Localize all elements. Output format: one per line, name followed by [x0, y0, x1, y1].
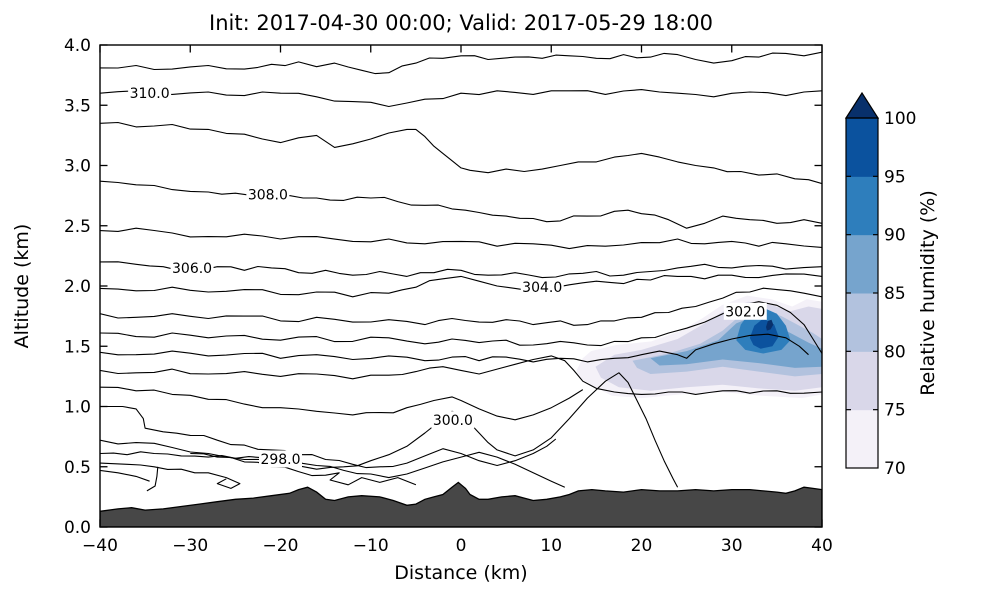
- colorbar-segment: [846, 409, 878, 469]
- contour-label: 300.0: [433, 413, 473, 429]
- x-tick-label: −30: [172, 536, 208, 556]
- x-tick-label: 40: [811, 536, 833, 556]
- colorbar-tick-label: 95: [884, 167, 906, 187]
- humidity-fill-layer: [576, 295, 822, 399]
- contour-label: 304.0: [522, 280, 562, 296]
- contour-line: [100, 273, 822, 298]
- y-tick-label: 0.5: [64, 458, 91, 478]
- colorbar-tick-label: 80: [884, 342, 906, 362]
- contour-label-bg: [431, 411, 475, 429]
- x-axis-label: Distance (km): [394, 562, 527, 584]
- x-tick-label: −40: [82, 536, 118, 556]
- y-tick-label: 0.0: [64, 518, 91, 538]
- contour-label-layer: 310.0 308.0 306.0 304.0 302.0 300.0 298.0: [128, 84, 767, 468]
- contour-line: [100, 89, 822, 108]
- terrain-layer: [100, 481, 822, 527]
- terrain: [100, 481, 822, 527]
- contour-line: [100, 469, 150, 482]
- contour-line: [100, 227, 822, 250]
- y-tick-label: 1.5: [64, 337, 91, 357]
- contour-line: [146, 466, 159, 492]
- colorbar-segment: [846, 293, 878, 352]
- contour-label: 302.0: [725, 304, 765, 320]
- plot-title: Init: 2017-04-30 00:00; Valid: 2017-05-2…: [209, 11, 713, 35]
- contour-line: [100, 386, 584, 421]
- colorbar-tick-label: 85: [884, 284, 906, 304]
- colorbar-tick-label: 70: [884, 459, 906, 479]
- x-tick-label: 0: [456, 536, 467, 556]
- contour-label: 306.0: [172, 261, 212, 277]
- contour-label-bg: [259, 450, 302, 468]
- contour-line: [100, 121, 822, 185]
- contour-line: [100, 51, 822, 75]
- contour-label-bg: [520, 278, 564, 296]
- y-tick-label: 1.0: [64, 398, 91, 418]
- x-tick-label: −10: [353, 536, 389, 556]
- colorbar-segment: [846, 234, 878, 294]
- contour-line: [100, 355, 822, 395]
- contour-line-layer: [100, 51, 822, 492]
- colorbar-segment: [846, 118, 878, 177]
- contour-label-bg: [723, 302, 767, 320]
- y-tick-label: 2.0: [64, 277, 91, 297]
- y-tick-label: 3.5: [64, 96, 91, 116]
- contour-line: [100, 261, 822, 279]
- y-axis-label: Altitude (km): [11, 224, 33, 349]
- colorbar-segment: [846, 176, 878, 236]
- contour-label-bg: [128, 84, 172, 102]
- colorbar: 70 75 80 85 90 95 100: [844, 91, 916, 479]
- plot-spine: [99, 44, 823, 528]
- contour-line: [100, 451, 566, 488]
- humidity-fill-region: [766, 319, 774, 331]
- contour-line: [100, 462, 241, 489]
- y-tick-label: 2.5: [64, 217, 91, 237]
- tick-label-layer: −40 −30 −20 −10 0 10 20 30 40 0.0 0.5 1.0 1.5 2.0 2.5 3…: [64, 36, 833, 556]
- colorbar-segment: [846, 351, 878, 411]
- contour-label: 310.0: [130, 86, 170, 102]
- contour-label-bg: [170, 259, 214, 277]
- y-tick-label: 3.0: [64, 157, 91, 177]
- colorbar-tick-label: 100: [884, 109, 916, 129]
- colorbar-tick-label: 75: [884, 401, 906, 421]
- y-tick-label: 4.0: [64, 36, 91, 56]
- contour-line: [100, 372, 679, 488]
- contour-label-bg: [246, 185, 290, 203]
- contour-label: 298.0: [260, 452, 300, 468]
- contour-line: [100, 405, 557, 469]
- contour-line: [100, 333, 809, 363]
- x-tick-label: 30: [721, 536, 743, 556]
- contour-line: [100, 301, 822, 354]
- x-tick-label: −20: [263, 536, 299, 556]
- contour-label: 308.0: [248, 187, 288, 203]
- plot-area: 310.0 308.0 306.0 304.0 302.0 300.0 298.0: [100, 51, 822, 527]
- colorbar-tick-label: 90: [884, 226, 906, 246]
- x-tick-label: 10: [540, 536, 562, 556]
- contour-line: [100, 287, 822, 326]
- contour-line: [100, 180, 822, 229]
- colorbar-extend-arrow: [844, 91, 880, 119]
- colorbar-label: Relative humidity (%): [917, 190, 939, 395]
- x-tick-label: 20: [631, 536, 653, 556]
